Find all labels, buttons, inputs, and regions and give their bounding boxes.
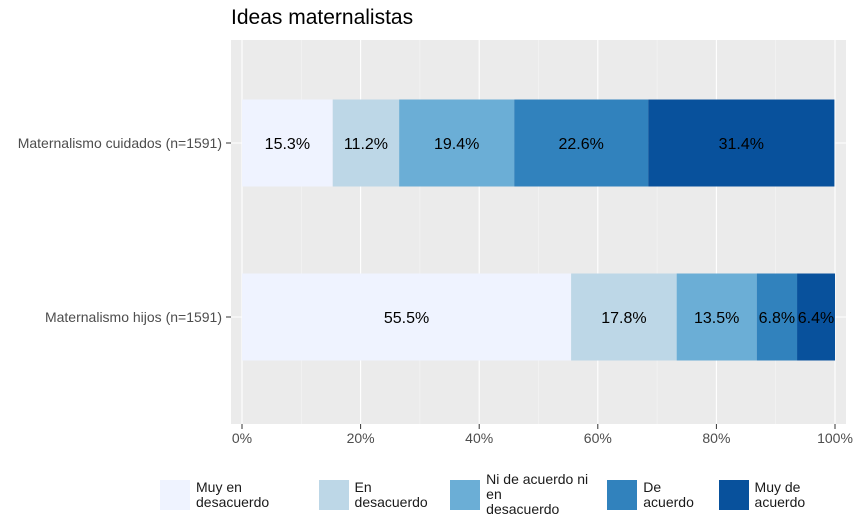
bar-value-label: 22.6% [559, 136, 604, 153]
legend: Muy en desacuerdo En desacuerdo Ni de acue… [160, 472, 856, 517]
x-tick-label: 0% [232, 430, 252, 446]
legend-item: Muy de acuerdo [718, 478, 846, 510]
bar-segment [242, 99, 333, 187]
legend-label: Muy de acuerdo [754, 478, 806, 510]
legend-label: De acuerdo [643, 478, 694, 510]
y-axis: Maternalismo cuidados (n=1591) Maternalis… [18, 135, 231, 325]
bar-segment [242, 273, 572, 361]
x-tick-label: 80% [702, 430, 730, 446]
x-tick-label: 100% [817, 430, 853, 446]
y-tick-label: Maternalismo hijos (n=1591) [45, 309, 222, 325]
bar-segment [399, 99, 515, 187]
bar-value-label: 19.4% [434, 136, 479, 153]
bar-value-label: 17.8% [601, 310, 646, 327]
legend-item: De acuerdo [607, 478, 708, 510]
legend-swatch [607, 479, 638, 510]
x-tick-label: 40% [465, 430, 493, 446]
data-labels: 15.3% 11.2% 19.4% 22.6% 31.4% 55.5% 17.8% 13.5%… [265, 136, 835, 327]
legend-swatch [450, 479, 481, 510]
bar-value-label: 13.5% [694, 310, 739, 327]
bar-segment [571, 273, 677, 361]
bar-value-label: 15.3% [265, 136, 310, 153]
bar-value-label: 11.2% [344, 136, 388, 153]
y-tick-label: Maternalismo cuidados (n=1591) [18, 135, 222, 151]
legend-swatch [718, 479, 749, 510]
bars [242, 99, 835, 361]
x-axis: 0% 20% 40% 60% 80% 100% [232, 424, 853, 446]
bar-segment [648, 99, 835, 187]
bar-value-label: 6.4% [798, 310, 834, 327]
legend-swatch [318, 479, 349, 510]
x-tick-label: 20% [347, 430, 375, 446]
bar-value-label: 31.4% [719, 136, 764, 153]
bar-value-label: 55.5% [384, 310, 429, 327]
legend-label: Muy en desacuerdo [196, 478, 270, 510]
bar-value-label: 6.8% [759, 310, 795, 327]
legend-item: En desacuerdo [318, 478, 441, 510]
bar-segment [756, 273, 798, 361]
legend-label: Ni de acuerdo ni en desacuerdo [486, 471, 589, 517]
legend-item: Muy en desacuerdo [160, 478, 309, 510]
chart-title: Ideas maternalistas [231, 6, 414, 29]
bar-segment [514, 99, 649, 187]
bar-segment [676, 273, 757, 361]
legend-swatch [160, 479, 190, 510]
bar-segment [332, 99, 400, 187]
legend-item: Ni de acuerdo ni en desacuerdo [450, 472, 597, 517]
bar-segment [797, 273, 835, 361]
x-tick-label: 60% [584, 430, 612, 446]
legend-label: En desacuerdo [354, 478, 428, 510]
